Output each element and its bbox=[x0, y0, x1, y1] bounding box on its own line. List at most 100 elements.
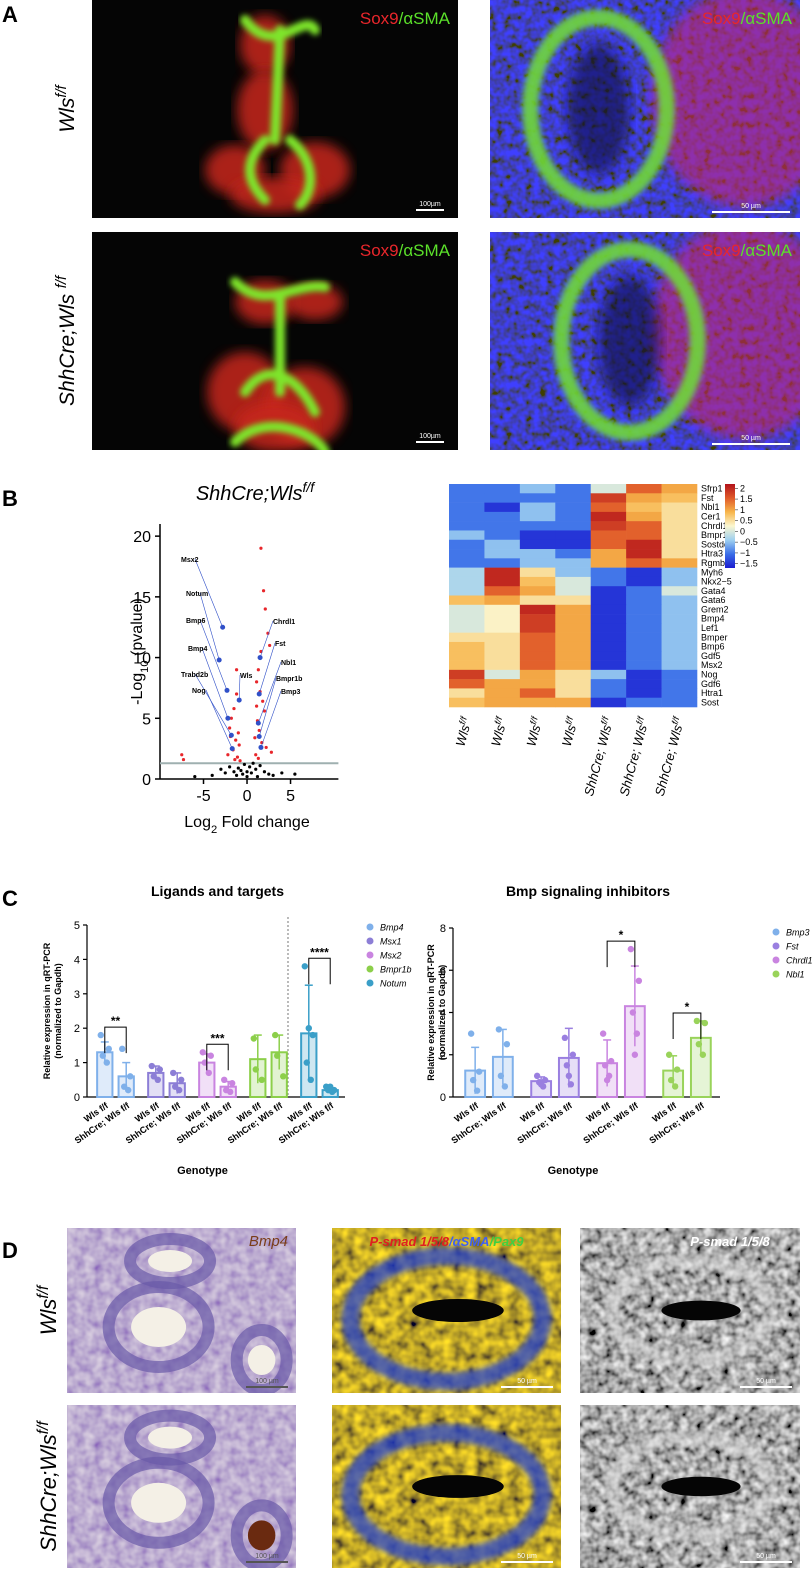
x-axis-label: Genotype bbox=[177, 1165, 228, 1177]
scale-bar-label: 100µm bbox=[419, 201, 441, 208]
row-label: Myh6 bbox=[701, 567, 723, 577]
heatmap-cell bbox=[590, 549, 627, 559]
data-point bbox=[671, 1083, 679, 1090]
panel-letter: D bbox=[2, 1238, 18, 1263]
heatmap-cell bbox=[590, 679, 627, 689]
data-point bbox=[533, 1072, 541, 1080]
heatmap-cell bbox=[661, 502, 698, 513]
y-tick-label: 0 bbox=[440, 1092, 446, 1104]
heatmap-cell bbox=[519, 679, 556, 689]
column-label: Wlsf/f bbox=[522, 714, 545, 748]
epithelium bbox=[230, 1324, 293, 1393]
heatmap-cell bbox=[449, 697, 485, 708]
label-leader bbox=[194, 558, 223, 628]
heatmap-cell bbox=[484, 586, 521, 596]
gene-point bbox=[234, 668, 239, 672]
data-point bbox=[627, 945, 635, 953]
column-label-part: f/f bbox=[670, 714, 682, 725]
gene-point bbox=[235, 755, 240, 759]
x-tick-label: 5 bbox=[286, 788, 295, 805]
data-point bbox=[329, 1088, 336, 1096]
micrograph bbox=[67, 1228, 296, 1393]
lumen bbox=[148, 1426, 193, 1449]
gene-label: Bmp6 bbox=[186, 618, 206, 625]
data-point bbox=[227, 1088, 234, 1096]
data-point bbox=[148, 1062, 155, 1070]
lumen bbox=[412, 1475, 504, 1498]
gene-point bbox=[261, 699, 265, 703]
colorbar-tick-label: −1.5 bbox=[740, 559, 758, 569]
heatmap-cell bbox=[449, 669, 485, 680]
gene-point bbox=[245, 774, 249, 779]
highlighted-gene bbox=[225, 715, 231, 721]
y-tick-label: 4 bbox=[440, 1008, 446, 1020]
heatmap-cell bbox=[590, 688, 627, 699]
gene-point bbox=[257, 728, 261, 733]
stain-label: Sox9/αSMA bbox=[360, 9, 451, 28]
label-leader bbox=[258, 642, 276, 695]
heatmap-cell bbox=[661, 576, 698, 587]
colorbar-tick-label: 0 bbox=[740, 526, 745, 536]
y-tick-label: 0 bbox=[74, 1092, 80, 1104]
heatmap-cell bbox=[555, 688, 592, 699]
sma-ring bbox=[341, 1423, 552, 1566]
heatmap-cell bbox=[626, 641, 662, 652]
lumen bbox=[412, 1298, 504, 1323]
row-label-part: f/f bbox=[35, 1284, 52, 1299]
colorbar-tick-label: 2 bbox=[740, 483, 745, 493]
lumen bbox=[567, 43, 630, 175]
data-point bbox=[699, 1051, 707, 1058]
heatmap-cell bbox=[555, 502, 592, 513]
column-label-part: Wls bbox=[523, 723, 543, 748]
micrograph bbox=[332, 1228, 561, 1393]
scale-bar-label: 100 µm bbox=[255, 1553, 279, 1560]
heatmap-cell bbox=[590, 595, 627, 606]
heatmap-cell bbox=[590, 660, 627, 671]
scale-bar-label: 50 µm bbox=[756, 1553, 776, 1560]
row-label: Wlsf/f bbox=[35, 1284, 62, 1335]
gene-point bbox=[219, 767, 223, 771]
gene-point bbox=[267, 772, 271, 776]
gene-label: Nbl1 bbox=[281, 660, 296, 667]
gene-point bbox=[248, 765, 252, 769]
heatmap-cell bbox=[590, 614, 627, 624]
stain-part: /αSMA bbox=[448, 1234, 490, 1249]
heatmap-cell bbox=[449, 604, 485, 615]
column-label-part: ShhCre; Wls bbox=[616, 723, 650, 798]
heatmap-cell bbox=[626, 493, 662, 503]
heatmap-cell bbox=[449, 576, 485, 587]
row-label: Gdf5 bbox=[701, 651, 721, 661]
heatmap-cell bbox=[555, 521, 592, 531]
gene-point bbox=[254, 704, 259, 708]
heatmap-cell bbox=[590, 651, 627, 661]
label-leader bbox=[259, 620, 274, 658]
gene-label: Wls bbox=[240, 673, 253, 680]
scale-bar-label: 100 µm bbox=[255, 1378, 279, 1385]
data-point bbox=[503, 1040, 511, 1048]
data-point bbox=[633, 1030, 641, 1037]
stain-label: Sox9/αSMA bbox=[360, 241, 451, 260]
data-point bbox=[250, 1035, 257, 1042]
heatmap-cell bbox=[626, 484, 662, 494]
heatmap-cell bbox=[449, 558, 485, 568]
row-label-part: ShhCre;Wls bbox=[36, 1434, 61, 1551]
lumen bbox=[131, 1307, 187, 1347]
data-point bbox=[97, 1031, 104, 1039]
row-label: Fst bbox=[701, 493, 714, 503]
data-point bbox=[541, 1076, 549, 1084]
gene-point bbox=[249, 771, 253, 775]
heatmap-cell bbox=[449, 521, 485, 531]
legend-marker bbox=[772, 942, 780, 950]
heatmap-cell bbox=[484, 660, 521, 671]
data-point bbox=[199, 1049, 206, 1056]
heatmap-cell bbox=[519, 502, 556, 513]
tissue bbox=[205, 15, 350, 213]
data-point bbox=[629, 1009, 637, 1016]
y-tick-label: 3 bbox=[74, 989, 80, 1001]
significance-bracket bbox=[672, 1012, 702, 1039]
lumen bbox=[247, 1345, 276, 1375]
heatmap-cell bbox=[626, 679, 662, 689]
heatmap-cell bbox=[590, 521, 627, 531]
heatmap-cell bbox=[590, 632, 627, 643]
colorbar-tick-label: 0.5 bbox=[740, 516, 753, 526]
